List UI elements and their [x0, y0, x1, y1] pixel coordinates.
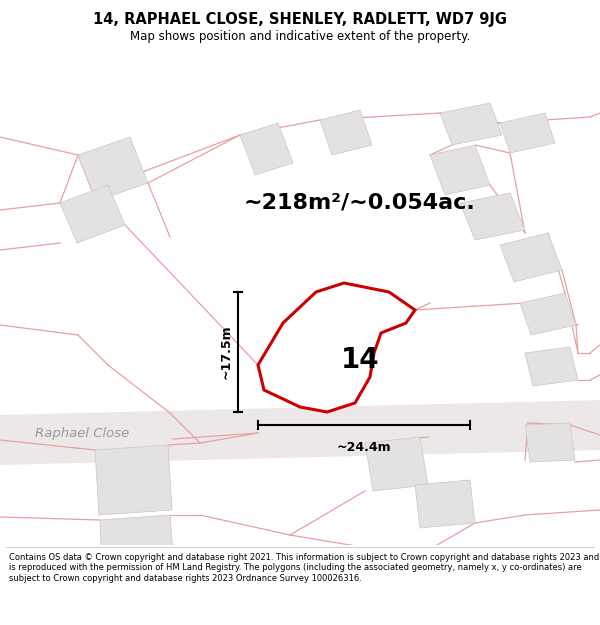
Text: ~218m²/~0.054ac.: ~218m²/~0.054ac.	[244, 193, 476, 213]
Polygon shape	[320, 110, 372, 155]
Polygon shape	[258, 283, 415, 412]
Text: Raphael Close: Raphael Close	[35, 426, 129, 439]
Text: Map shows position and indicative extent of the property.: Map shows position and indicative extent…	[130, 30, 470, 43]
Polygon shape	[100, 515, 174, 570]
Polygon shape	[240, 123, 293, 175]
Polygon shape	[0, 400, 600, 465]
Text: 14, RAPHAEL CLOSE, SHENLEY, RADLETT, WD7 9JG: 14, RAPHAEL CLOSE, SHENLEY, RADLETT, WD7…	[93, 12, 507, 27]
Polygon shape	[415, 480, 475, 528]
Polygon shape	[60, 185, 125, 243]
Polygon shape	[440, 103, 502, 145]
Polygon shape	[525, 347, 578, 386]
Polygon shape	[525, 423, 575, 462]
Polygon shape	[460, 193, 525, 240]
Polygon shape	[305, 325, 355, 370]
Polygon shape	[78, 137, 148, 201]
Polygon shape	[520, 293, 576, 335]
Text: Contains OS data © Crown copyright and database right 2021. This information is : Contains OS data © Crown copyright and d…	[9, 553, 599, 582]
Polygon shape	[500, 233, 562, 282]
Polygon shape	[500, 113, 555, 153]
Text: ~24.4m: ~24.4m	[337, 441, 391, 454]
Polygon shape	[365, 437, 428, 491]
Polygon shape	[430, 145, 490, 195]
Text: ~17.5m: ~17.5m	[220, 325, 233, 379]
Text: 14: 14	[341, 346, 379, 374]
Polygon shape	[95, 445, 172, 515]
